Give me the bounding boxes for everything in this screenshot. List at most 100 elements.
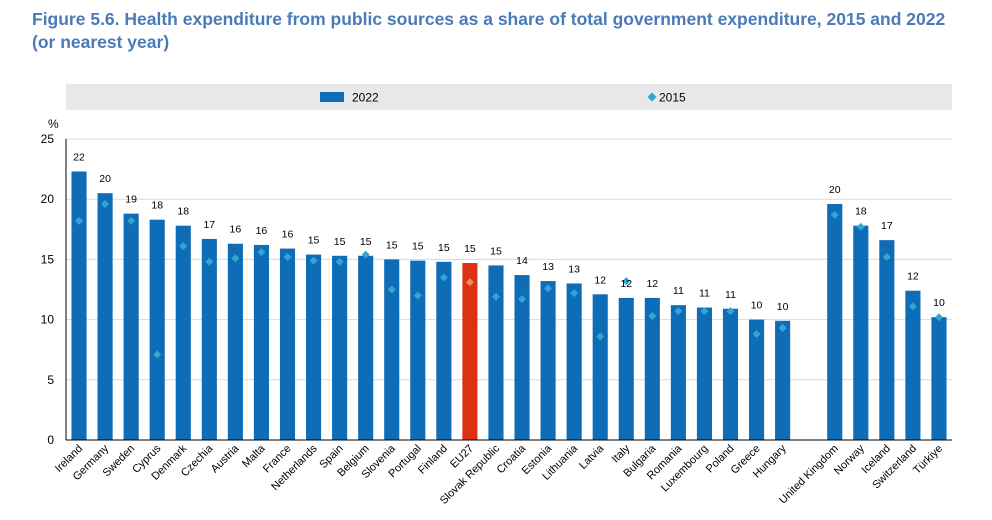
bars-2022 (71, 171, 947, 440)
marker-Norway (856, 222, 865, 231)
marker-Bulgaria (648, 311, 657, 320)
data-label: 20 (99, 173, 111, 185)
bar-United Kingdom (827, 204, 843, 440)
data-label: 17 (881, 220, 893, 232)
marker-Sweden (127, 216, 136, 225)
gridlines (66, 138, 952, 381)
data-label: 10 (933, 297, 945, 309)
y-tick-label: 20 (41, 192, 55, 206)
data-label: 15 (412, 241, 424, 253)
data-label: 12 (620, 278, 632, 290)
bar-Belgium (358, 255, 374, 440)
data-label: 11 (699, 288, 710, 300)
data-label: 15 (490, 245, 502, 257)
data-labels: 22 20 19 18 18 17 16 16 16 15 15 15 15 15 15 15 15 14 13 13… (73, 152, 945, 313)
data-label: 15 (360, 236, 372, 248)
category-label: Austria (209, 442, 242, 475)
data-label: 12 (646, 278, 658, 290)
legend-bar-swatch (320, 92, 344, 102)
data-label: 11 (725, 289, 736, 301)
bar-Germany (97, 193, 113, 440)
data-label: 10 (751, 300, 763, 312)
data-label: 18 (855, 206, 867, 218)
bar-Latvia (592, 294, 608, 440)
marker-Malta (257, 248, 266, 257)
bar-Estonia (540, 281, 556, 440)
bar-Spain (332, 255, 348, 440)
data-label: 16 (256, 225, 268, 237)
data-label: 15 (308, 235, 320, 247)
marker-EU27 (465, 278, 474, 287)
bar-Ireland (71, 171, 87, 440)
bar-Switzerland (905, 290, 921, 440)
marker-Austria (231, 254, 240, 263)
marker-Greece (752, 330, 761, 339)
y-tick-label: 15 (41, 252, 55, 266)
x-axis-category-labels: IrelandGermanySwedenCyprusDenmarkCzechia… (53, 442, 945, 507)
marker-Estonia (544, 284, 553, 293)
marker-Portugal (413, 291, 422, 300)
figure-title: Figure 5.6. Health expenditure from publ… (32, 9, 946, 52)
legend-background (66, 84, 952, 110)
data-label: 15 (438, 242, 450, 254)
data-label: 16 (282, 229, 294, 241)
category-label: Norway (832, 442, 867, 477)
marker-Netherlands (309, 256, 318, 265)
marker-Germany (101, 200, 110, 209)
y-axis-ticks: 0 5 10 15 20 25 (41, 132, 55, 447)
data-label: 14 (516, 255, 528, 267)
bar-Slovak Republic (488, 265, 504, 440)
marker-United Kingdom (830, 210, 839, 219)
marker-Latvia (596, 332, 605, 341)
marker-Slovak Republic (491, 292, 500, 301)
marker-France (283, 252, 292, 261)
y-axis-unit-label: % (48, 117, 59, 131)
marker-Poland (726, 307, 735, 316)
marker-Switzerland (908, 302, 917, 311)
marker-Hungary (778, 324, 787, 333)
data-label: 13 (542, 261, 554, 273)
data-label: 10 (777, 301, 789, 313)
data-label: 13 (568, 263, 580, 275)
marker-Slovenia (387, 285, 396, 294)
marker-Cyprus (153, 350, 162, 359)
category-label: Italy (610, 442, 633, 465)
marker-Belgium (361, 250, 370, 259)
marker-Czechia (205, 257, 214, 266)
data-label: 15 (334, 236, 346, 248)
data-label: 12 (907, 271, 919, 283)
bar-Iceland (879, 240, 895, 440)
bar-Netherlands (306, 254, 322, 440)
marker-Denmark (179, 242, 188, 251)
legend-label-2015: 2015 (659, 91, 686, 105)
marker-Lithuania (570, 289, 579, 298)
category-label: Türkiye (911, 443, 945, 477)
data-label: 19 (125, 194, 137, 206)
data-label: 22 (73, 152, 85, 164)
y-tick-label: 5 (47, 373, 54, 387)
markers-2015 (75, 200, 943, 359)
marker-Türkiye (934, 313, 943, 322)
marker-Spain (335, 257, 344, 266)
bar-Norway (853, 225, 869, 440)
category-label: Latvia (577, 442, 607, 472)
bar-France (279, 248, 296, 440)
data-label: 11 (673, 285, 684, 297)
data-label: 16 (230, 224, 242, 236)
y-tick-label: 0 (47, 433, 54, 447)
bar-Luxembourg (696, 307, 712, 440)
marker-Croatia (518, 295, 527, 304)
bar-Türkiye (931, 317, 947, 440)
bar-Slovenia (384, 259, 400, 440)
data-label: 15 (386, 239, 398, 251)
bar-Czechia (201, 238, 217, 440)
bar-Hungary (775, 320, 791, 440)
data-label: 20 (829, 184, 841, 196)
marker-Luxembourg (700, 307, 709, 316)
legend-label-2022: 2022 (352, 91, 379, 105)
bar-Lithuania (566, 283, 582, 440)
marker-Ireland (75, 216, 84, 225)
bar-Cyprus (149, 219, 165, 440)
bar-Italy (618, 297, 634, 440)
marker-Italy (622, 277, 631, 286)
